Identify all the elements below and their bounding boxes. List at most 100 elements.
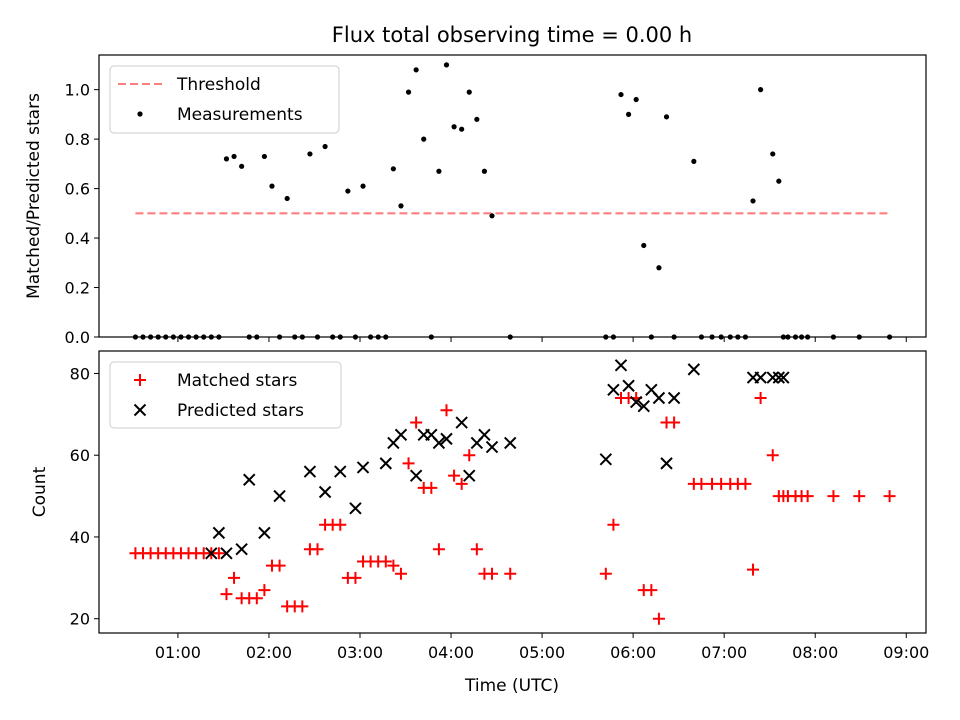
matched-point [853, 490, 866, 503]
x-tick-label: 03:00 [337, 643, 383, 662]
matched-point [273, 559, 286, 572]
matched-point [448, 469, 461, 482]
matched-point [455, 477, 468, 490]
measurement-point [466, 89, 472, 95]
measurement-point [618, 91, 624, 98]
y-tick-label: 0.4 [65, 229, 90, 248]
matched-point [766, 449, 779, 462]
predicted-point [504, 436, 517, 450]
matched-point [463, 449, 476, 462]
y-tick-label: 60 [70, 446, 90, 465]
measurement-point [691, 158, 697, 164]
matched-point [379, 555, 392, 568]
x-tick-label: 02:00 [246, 643, 292, 662]
measurement-point [474, 116, 480, 122]
predicted-point [356, 461, 370, 474]
matched-point [432, 543, 445, 556]
measurement-point [656, 265, 662, 271]
bottom-legend-box [109, 361, 342, 429]
matched-point [250, 592, 263, 605]
predicted-point [607, 383, 620, 397]
matched-point [334, 518, 347, 531]
legend-predicted-label: Predicted stars [177, 401, 304, 421]
x-tick-label: 06:00 [610, 643, 656, 662]
x-tick-label: 08:00 [792, 643, 838, 662]
measurement-point [625, 111, 632, 117]
measurement-point [322, 143, 328, 150]
predicted-point [637, 399, 650, 413]
y-tick-label: 0.2 [65, 279, 90, 298]
chart-title: Flux total observing time = 0.00 h [332, 23, 692, 47]
x-tick-label: 04:00 [428, 643, 474, 662]
predicted-point [303, 465, 317, 478]
legend-threshold-label: Threshold [176, 75, 261, 95]
legend-predicted-swatch [133, 403, 147, 417]
measurement-point [284, 195, 290, 202]
measurement-point [345, 188, 351, 194]
matched-point [311, 543, 324, 556]
matched-point [486, 567, 499, 580]
measurement-point [307, 151, 313, 157]
matched-point [228, 571, 241, 584]
measurement-point [413, 67, 419, 73]
predicted-point [687, 363, 701, 376]
predicted-point [485, 440, 499, 454]
predicted-point [652, 391, 666, 405]
matched-point [440, 404, 453, 417]
y-tick-label: 1.0 [65, 81, 90, 100]
predicted-point [614, 359, 628, 372]
predicted-point [629, 395, 643, 409]
predicted-point [599, 453, 613, 466]
x-tick-label: 01:00 [155, 643, 201, 662]
y-tick-label: 0.6 [65, 180, 90, 199]
matched-point [827, 490, 840, 503]
predicted-point [379, 457, 393, 470]
predicted-point [622, 379, 635, 392]
bottom-plot-frame [98, 350, 927, 634]
matched-point [349, 571, 362, 584]
x-tick-label: 05:00 [519, 643, 565, 662]
measurement-point [360, 183, 366, 189]
matched-point [801, 490, 814, 503]
predicted-point [212, 526, 226, 540]
predicted-point [754, 371, 767, 384]
matched-point [739, 477, 752, 490]
measurement-point [269, 183, 275, 189]
measurement-point [231, 153, 237, 160]
matched-point [599, 567, 612, 580]
y-tick-label: 20 [70, 610, 90, 629]
bottom-legend: Matched stars Predicted stars [109, 361, 342, 429]
predicted-point [660, 457, 673, 470]
measurement-point [641, 242, 647, 249]
predicted-point [409, 469, 423, 482]
predicted-point [220, 547, 233, 560]
measurement-point [633, 96, 639, 103]
matched-point [394, 567, 407, 580]
matched-point [754, 392, 767, 404]
predicted-point [258, 526, 271, 540]
legend-matched-swatch [134, 374, 146, 386]
predicted-point [463, 469, 476, 482]
predicted-point [432, 436, 446, 450]
matched-point [212, 547, 225, 560]
predicted-point [777, 371, 790, 384]
matched-point [668, 416, 681, 429]
predicted-point [440, 432, 453, 446]
measurement-point [758, 87, 764, 93]
x-tick-label: 09:00 [883, 643, 929, 662]
matched-point [883, 490, 896, 503]
predicted-point [334, 465, 347, 478]
predicted-point [394, 428, 408, 441]
measurement-point [459, 126, 465, 132]
measurement-point [451, 124, 457, 130]
top-plot-frame [98, 54, 927, 338]
top-y-axis-label: Matched/Predicted stars [24, 93, 44, 299]
predicted-point [455, 416, 468, 429]
predicted-point [772, 371, 786, 384]
matched-point [387, 559, 400, 572]
legend-matched-label: Matched stars [177, 371, 297, 391]
matched-point [470, 543, 483, 556]
matched-point [747, 563, 760, 576]
predicted-point [273, 489, 286, 503]
